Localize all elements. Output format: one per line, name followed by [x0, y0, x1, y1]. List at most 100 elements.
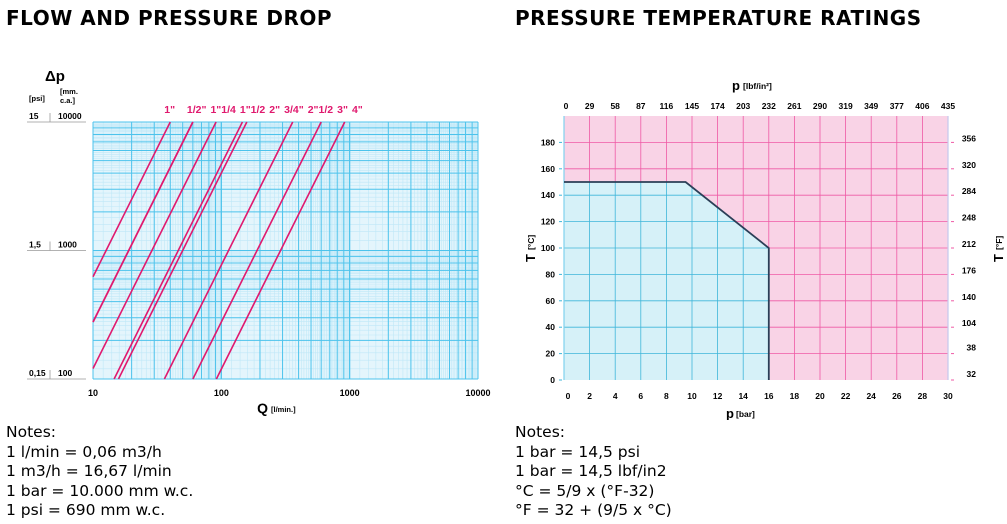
x-tick-label: 16 [764, 391, 774, 401]
left-notes: Notes: 1 l/min = 0,06 m3/h 1 m3/h = 16,6… [6, 423, 193, 521]
note-line: 1 bar = 14,5 lbf/in2 [515, 462, 667, 480]
y-unit-mm: c.a.] [60, 96, 76, 105]
series-line-5 [113, 121, 244, 380]
y2-tick-label: 38 [967, 343, 977, 353]
rating-boundary-line [564, 181, 770, 380]
y-tick-label: 120 [541, 217, 555, 227]
x2-tick-label: 0 [564, 101, 569, 111]
x-tick-label: 24 [866, 391, 876, 401]
y-axis-title-group: T [°C] [523, 235, 538, 262]
series-label: 4" [352, 104, 363, 116]
flow-chart-title: FLOW AND PRESSURE DROP [6, 6, 333, 30]
x-tick-label: 8 [664, 391, 669, 401]
note-line: 1 bar = 10.000 mm w.c. [6, 481, 194, 500]
x-tick-label: 4 [613, 391, 618, 401]
notes-heading: Notes: [6, 423, 56, 441]
x-tick-label: 28 [918, 391, 928, 401]
y-tick-label: 0 [550, 375, 555, 385]
y-unit-psi: [psi] [29, 94, 45, 103]
series-label: 2"1/2 [308, 104, 334, 116]
y2-axis-title-group: T [°F] [991, 236, 1006, 262]
y2-tick-label: 104 [962, 318, 976, 328]
y-unit-mm: [mm. [60, 87, 78, 96]
x2-tick-label: 406 [915, 101, 929, 111]
x2-tick-label: 261 [787, 101, 801, 111]
y-axis-unit: [°C] [526, 235, 536, 250]
y-tick-label: 60 [546, 296, 556, 306]
y-axis-title: Δp [45, 68, 65, 85]
y2-tick-label: 212 [962, 239, 976, 249]
y-tick-label: 20 [546, 349, 556, 359]
y-tick-label: 140 [541, 190, 555, 200]
series-line-6 [163, 121, 294, 380]
note-line: °F = 32 + (9/5 x °C) [515, 501, 672, 519]
notes-heading: Notes: [515, 423, 565, 441]
y-axis-title: T [523, 254, 538, 262]
x-tick-label: 0 [566, 391, 571, 401]
y-tick-psi: 15 [29, 111, 39, 121]
x-tick-label: 10 [88, 388, 98, 398]
right-notes: Notes: 1 bar = 14,5 psi 1 bar = 14,5 lbf… [515, 423, 672, 521]
series-label: 1" [164, 104, 175, 116]
y2-tick-label: 248 [962, 213, 976, 223]
x2-tick-label: 87 [636, 101, 646, 111]
x-tick-label: 20 [815, 391, 825, 401]
y-tick-mm: 1000 [58, 240, 77, 250]
y2-axis-unit: [°F] [994, 236, 1004, 250]
x-tick-label: 100 [214, 388, 229, 398]
x2-tick-label: 203 [736, 101, 750, 111]
x2-tick-label: 319 [839, 101, 853, 111]
x-tick-label: 22 [841, 391, 851, 401]
x-tick-label: 18 [790, 391, 800, 401]
y2-axis-title: T [991, 254, 1006, 262]
x2-tick-label: 174 [711, 101, 725, 111]
flow-pressure-chart: 1/2" 3/4" 1" 1"1/4 1"1/2 2" 2"1/2 3" 4" Δp[psi] [m… [27, 68, 491, 416]
y2-tick-label: 356 [962, 133, 976, 143]
y-tick-psi: 1,5 [29, 240, 41, 250]
y-tick-label: 80 [546, 269, 556, 279]
x2-tick-label: 116 [660, 101, 674, 111]
x2-tick-label: 29 [585, 101, 595, 111]
x-axis-title: Q [257, 400, 268, 416]
series-line-7 [192, 121, 322, 380]
y2-tick-label: 176 [962, 265, 976, 275]
x-tick-label: 6 [638, 391, 643, 401]
series-line-1 [117, 121, 248, 380]
note-line: °C = 5/9 x (°F-32) [515, 481, 655, 500]
x2-tick-label: 435 [941, 101, 955, 111]
y-tick-label: 40 [546, 322, 556, 332]
series-line-8 [215, 121, 346, 380]
x2-tick-label: 145 [685, 101, 699, 111]
y2-tick-label: 320 [962, 160, 976, 170]
series-line-2 [92, 121, 171, 278]
y-tick-label: 100 [541, 243, 555, 253]
y2-tick-label: 140 [962, 292, 976, 302]
series-label: 3" [337, 104, 348, 116]
x-tick-label: 2 [587, 391, 592, 401]
y-tick-label: 160 [541, 164, 555, 174]
series-label: 1"1/4 [210, 104, 236, 116]
series-label: 2" [269, 104, 280, 116]
x-tick-label: 14 [738, 391, 748, 401]
x2-tick-label: 232 [762, 101, 776, 111]
x2-tick-label: 58 [610, 101, 620, 111]
x-tick-label: 10000 [465, 388, 490, 398]
x-tick-label: 1000 [340, 388, 360, 398]
note-line: 1 bar = 14,5 psi [515, 442, 640, 461]
x2-axis-title: p [732, 78, 740, 93]
y2-tick-label: 32 [967, 369, 977, 379]
series-line-3 [92, 121, 194, 323]
pressure-temperature-chart: 0 2 4 6 8 10 12 14 16 18 20 22 24 26 28 300 29 58 87 116 145… [523, 78, 1006, 420]
x-axis-unit: [bar] [736, 409, 755, 419]
y-tick-label: 180 [541, 137, 555, 147]
x-tick-label: 12 [713, 391, 723, 401]
x2-tick-label: 349 [864, 101, 878, 111]
y-tick-mm: 10000 [58, 111, 82, 121]
series-label: 3/4" [284, 104, 304, 116]
note-line: 1 psi = 690 mm w.c. [6, 501, 166, 519]
note-line: 1 m3/h = 16,67 l/min [6, 462, 172, 480]
y2-tick-label: 284 [962, 186, 976, 196]
x-axis-unit: [l/min.] [271, 405, 296, 414]
pt-chart-title: PRESSURE TEMPERATURE RATINGS [515, 6, 922, 30]
series-line-4 [92, 121, 217, 369]
